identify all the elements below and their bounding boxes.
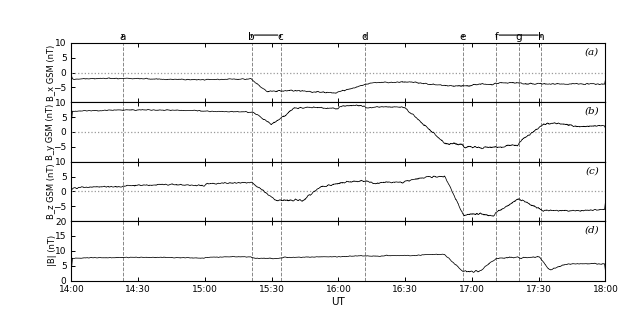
Y-axis label: |B| (nT): |B| (nT) [48,235,57,266]
Y-axis label: B_z GSM (nT): B_z GSM (nT) [46,164,55,219]
Text: (d): (d) [584,226,599,235]
Text: (b): (b) [584,107,599,116]
Text: a: a [119,32,126,42]
Text: f: f [494,32,498,42]
Text: (a): (a) [585,48,599,56]
Text: g: g [515,32,522,42]
Text: b: b [248,32,255,42]
Text: e: e [460,32,466,42]
X-axis label: UT: UT [332,297,345,307]
Text: d: d [362,32,368,42]
Y-axis label: B_x GSM (nT): B_x GSM (nT) [46,44,55,100]
Text: h: h [538,32,544,42]
Text: c: c [278,32,283,42]
Text: (c): (c) [586,166,599,175]
Y-axis label: B_y GSM (nT): B_y GSM (nT) [46,104,55,160]
